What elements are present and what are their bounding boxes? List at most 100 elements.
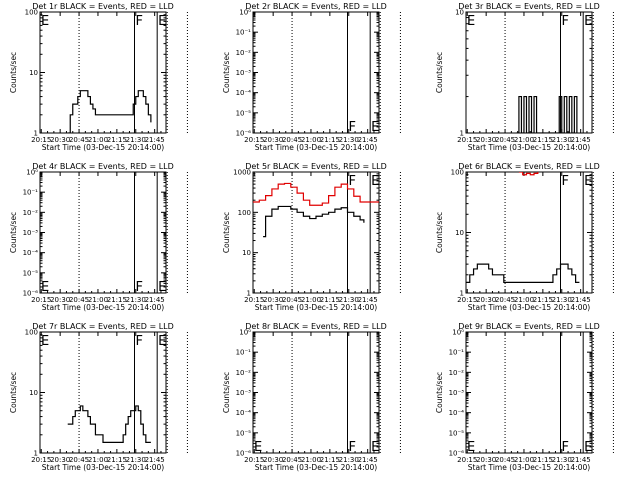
y-tick-label: 10⁻⁶ — [449, 450, 465, 458]
flag-E-left: E — [41, 334, 49, 349]
x-tick-label: 20:15 — [457, 136, 477, 144]
panel-det-5r: Det 5r BLACK = Events, RED = LLD 1 10 100 10… — [222, 162, 401, 312]
flag-E: E — [158, 334, 166, 349]
panel-det-7r: Det 7r BLACK = Events, RED = LLD 1 10 100 Co… — [9, 322, 188, 472]
y-tick-label: 10⁰ — [26, 169, 38, 177]
y-tick-label: 10⁻⁶ — [236, 130, 252, 138]
flag-E: E — [158, 280, 166, 295]
y-tick-label: 10 — [29, 389, 38, 397]
y-axis: 1 10 100 1000 — [233, 169, 379, 298]
x-tick-label: 21:00 — [88, 456, 108, 464]
x-axis-label: Start Time (03-Dec-15 20:14:00) — [42, 143, 164, 152]
flag-F: F — [349, 440, 356, 455]
x-tick-label: 21:30 — [126, 136, 146, 144]
panel-det-2r: Det 2r BLACK = Events, RED = LLD 10⁻⁶ 10⁻⁵… — [222, 2, 401, 152]
panel-title: Det 1r BLACK = Events, RED = LLD — [32, 2, 174, 11]
y-tick-label: 10⁻⁵ — [236, 429, 252, 437]
flag-E: E — [371, 174, 379, 189]
flag-F: F — [136, 334, 143, 349]
x-tick-label: 20:30 — [263, 296, 283, 304]
panel-title: Det 8r BLACK = Events, RED = LLD — [245, 322, 387, 331]
x-tick-label: 21:00 — [301, 456, 321, 464]
x-tick-label: 20:45 — [495, 456, 515, 464]
y-axis-label: Counts/sec — [222, 372, 231, 413]
x-axis-label: Start Time (03-Dec-15 20:14:00) — [468, 303, 590, 312]
y-tick-label: 10⁻⁴ — [449, 409, 465, 417]
plot-frame — [252, 331, 380, 454]
x-tick-label: 21:45 — [145, 296, 165, 304]
flag-E: E — [371, 440, 379, 455]
panel-title: Det 7r BLACK = Events, RED = LLD — [32, 322, 174, 331]
panel-title: Det 3r BLACK = Events, RED = LLD — [458, 2, 600, 11]
x-tick-label: 20:15 — [457, 296, 477, 304]
x-tick-label: 21:45 — [571, 456, 591, 464]
x-tick-label: 20:15 — [31, 456, 51, 464]
panel-title: Det 6r BLACK = Events, RED = LLD — [458, 162, 600, 171]
plot-frame — [465, 331, 593, 454]
y-axis-label: Counts/sec — [222, 212, 231, 253]
x-tick-label: 21:30 — [126, 296, 146, 304]
x-tick-label: 21:15 — [320, 296, 340, 304]
x-tick-label: 20:45 — [282, 296, 302, 304]
y-tick-label: 10⁻⁶ — [23, 290, 39, 298]
y-tick-label: 10 — [455, 229, 464, 237]
y-axis-label: Counts/sec — [9, 52, 18, 93]
y-tick-label: 10⁻² — [23, 209, 39, 217]
x-tick-label: 21:15 — [320, 456, 340, 464]
x-tick-label: 21:30 — [339, 136, 359, 144]
x-tick-label: 21:45 — [145, 456, 165, 464]
flag-F: F — [562, 14, 569, 29]
flag-E: E — [584, 174, 592, 189]
events-series-line — [466, 263, 580, 283]
flag-E-left: E — [41, 280, 49, 295]
panel-title: Det 4r BLACK = Events, RED = LLD — [32, 162, 174, 171]
y-tick-label: 10⁰ — [239, 329, 251, 337]
y-tick-label: 10⁻⁵ — [236, 109, 252, 117]
x-tick-label: 21:00 — [88, 296, 108, 304]
flag-E-left: E — [254, 440, 262, 455]
x-tick-label: 21:15 — [533, 296, 553, 304]
x-tick-label: 20:15 — [244, 136, 264, 144]
x-tick-label: 21:15 — [320, 136, 340, 144]
y-tick-label: 100 — [451, 169, 464, 177]
y-axis: 10⁻⁶ 10⁻⁵ 10⁻⁴ 10⁻³ 10⁻² 10⁻¹ 10⁰ — [236, 329, 379, 458]
x-tick-label: 20:30 — [50, 296, 70, 304]
y-tick-label: 1 — [460, 130, 464, 138]
x-tick-label: 20:15 — [31, 136, 51, 144]
events-series-line — [67, 90, 152, 133]
y-axis-label: Counts/sec — [435, 372, 444, 413]
y-tick-label: 1 — [34, 450, 38, 458]
x-tick-label: 21:30 — [126, 456, 146, 464]
flag-E-left: E — [41, 14, 49, 29]
x-tick-label: 20:30 — [476, 296, 496, 304]
x-tick-label: 20:30 — [50, 456, 70, 464]
x-tick-label: 20:30 — [476, 136, 496, 144]
x-tick-label: 21:45 — [571, 296, 591, 304]
x-tick-label: 21:00 — [514, 136, 534, 144]
panel-det-4r: Det 4r BLACK = Events, RED = LLD 10⁻⁶ 10⁻⁵… — [9, 162, 188, 312]
events-series-line — [263, 205, 365, 238]
x-tick-label: 20:45 — [495, 296, 515, 304]
y-tick-label: 10⁻⁶ — [236, 450, 252, 458]
y-axis: 1 10 100 — [25, 329, 166, 458]
events-series-line — [67, 405, 151, 443]
y-tick-label: 10⁻⁵ — [449, 429, 465, 437]
x-tick-label: 21:15 — [533, 456, 553, 464]
y-tick-label: 10⁻² — [449, 369, 465, 377]
x-tick-label: 21:45 — [358, 296, 378, 304]
x-tick-label: 21:00 — [514, 296, 534, 304]
x-tick-label: 21:00 — [301, 136, 321, 144]
y-tick-label: 10⁻⁵ — [23, 269, 39, 277]
x-tick-label: 21:30 — [552, 136, 572, 144]
flag-E-left: E — [467, 14, 475, 29]
y-tick-label: 10⁻¹ — [236, 29, 252, 37]
y-tick-label: 100 — [25, 9, 38, 17]
panel-det-6r: Det 6r BLACK = Events, RED = LLD 1 10 100 Co… — [435, 162, 614, 312]
x-tick-label: 21:00 — [514, 456, 534, 464]
flag-E: E — [584, 440, 592, 455]
